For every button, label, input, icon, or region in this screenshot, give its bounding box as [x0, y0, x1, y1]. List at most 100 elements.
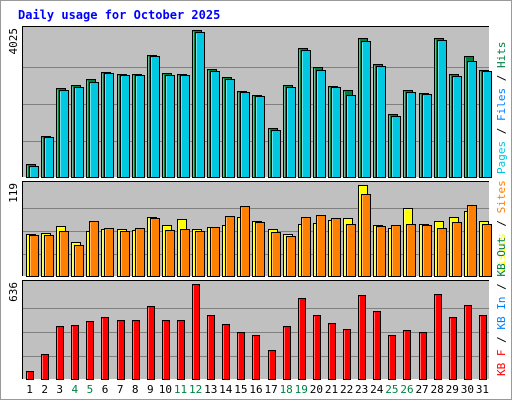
day-label-11: 11 [174, 383, 187, 396]
bar-top-files-day-23 [361, 41, 371, 178]
bar-middle-sites-day-2 [44, 235, 54, 277]
bar-middle-sites-day-31 [482, 224, 492, 277]
bar-bottom-kb-f-day-6 [101, 317, 109, 380]
bar-top-files-day-22 [346, 95, 356, 178]
day-label-14: 14 [219, 383, 233, 396]
panel-bottom-legend-item-3: KB In [495, 297, 508, 330]
bar-top-files-day-9 [150, 56, 160, 178]
bar-top-files-day-5 [89, 82, 99, 178]
bar-top-files-day-3 [59, 90, 69, 178]
day-label-4: 4 [72, 383, 79, 396]
panel-bottom-legend-item-5: KB Out [495, 237, 508, 277]
bar-bottom-kb-f-day-4 [71, 325, 79, 380]
bar-middle-sites-day-3 [59, 231, 69, 277]
bar-bottom-kb-f-day-11 [177, 320, 185, 380]
bar-top-files-day-26 [406, 92, 416, 178]
bar-bottom-kb-f-day-9 [147, 306, 155, 380]
day-label-15: 15 [234, 383, 247, 396]
panel-bottom-legend: KB F / KB In / KB Out [495, 237, 508, 376]
bar-bottom-kb-f-day-5 [86, 321, 94, 380]
day-label-23: 23 [355, 383, 368, 396]
day-label-28: 28 [431, 383, 444, 396]
bar-bottom-kb-f-day-12 [192, 284, 200, 380]
bar-middle-sites-day-19 [301, 217, 311, 277]
day-label-30: 30 [461, 383, 474, 396]
bar-middle-sites-day-15 [240, 206, 250, 277]
panel-top-legend: Pages / Files / Hits [495, 42, 508, 175]
bar-top-files-day-15 [240, 92, 250, 178]
day-label-25: 25 [385, 383, 398, 396]
bar-middle-sites-day-6 [104, 228, 114, 277]
panel-bottom-legend-item-4: / [495, 277, 508, 297]
bar-middle-sites-day-16 [255, 222, 265, 277]
bar-top-files-day-20 [316, 70, 326, 178]
day-label-19: 19 [295, 383, 308, 396]
bar-top-files-day-1 [29, 166, 39, 178]
bar-middle-sites-day-8 [135, 228, 145, 277]
bar-bottom-kb-f-day-23 [358, 295, 366, 380]
day-label-3: 3 [56, 383, 63, 396]
bar-top-files-day-31 [482, 71, 492, 178]
bar-top-files-day-17 [271, 130, 281, 178]
day-label-29: 29 [446, 383, 459, 396]
bar-top-files-day-2 [44, 137, 54, 178]
day-label-18: 18 [280, 383, 293, 396]
bar-bottom-kb-f-day-20 [313, 315, 321, 380]
bar-top-files-day-16 [255, 96, 265, 178]
bar-middle-sites-day-13 [210, 227, 220, 277]
bar-top-files-day-19 [301, 50, 311, 178]
bar-top-files-day-4 [74, 87, 84, 178]
bar-middle-sites-day-25 [391, 225, 401, 277]
bar-bottom-kb-f-day-26 [403, 330, 411, 380]
panel-top-legend-item-4: / [495, 68, 508, 88]
bar-bottom-kb-f-day-27 [419, 332, 427, 380]
bar-bottom-kb-f-day-30 [464, 305, 472, 380]
day-label-22: 22 [340, 383, 353, 396]
day-label-9: 9 [147, 383, 154, 396]
bar-bottom-kb-f-day-18 [283, 326, 291, 380]
bar-middle-sites-day-23 [361, 194, 371, 277]
panel-top-legend-item-1: Pages [495, 141, 508, 174]
bar-bottom-kb-f-day-14 [222, 324, 230, 380]
day-label-12: 12 [189, 383, 202, 396]
bar-bottom-kb-f-day-21 [328, 323, 336, 380]
panel-middle-max-label: 119 [7, 183, 20, 203]
panel-top-legend-item-3: Files [495, 88, 508, 121]
panel-top-legend-item-5: Hits [495, 42, 508, 69]
bar-top-files-day-6 [104, 73, 114, 178]
bar-top-files-day-10 [165, 75, 175, 178]
bar-top-files-day-14 [225, 79, 235, 178]
bar-middle-sites-day-4 [74, 245, 84, 277]
bar-middle-sites-day-24 [376, 226, 386, 277]
bar-bottom-kb-f-day-13 [207, 315, 215, 380]
day-label-16: 16 [249, 383, 262, 396]
bar-bottom-kb-f-day-10 [162, 320, 170, 380]
day-label-20: 20 [310, 383, 323, 396]
bar-top-files-day-7 [120, 75, 130, 178]
bar-bottom-kb-f-day-24 [373, 311, 381, 380]
bar-bottom-kb-f-day-22 [343, 329, 351, 380]
chart-title: Daily usage for October 2025 [18, 8, 220, 22]
bar-bottom-kb-f-day-15 [237, 332, 245, 380]
panel-top-max-label: 4025 [7, 28, 20, 55]
bar-middle-sites-day-26 [406, 224, 416, 277]
day-label-6: 6 [102, 383, 109, 396]
bar-middle-sites-day-22 [346, 224, 356, 277]
bar-middle-sites-day-7 [120, 231, 130, 277]
bar-middle-sites-day-14 [225, 216, 235, 277]
bar-top-files-day-28 [437, 40, 447, 178]
panel-middle-legend-item-1: Visits [495, 233, 508, 273]
bar-bottom-kb-f-day-17 [268, 350, 276, 380]
bar-top-files-day-18 [286, 87, 296, 178]
bar-middle-sites-day-18 [286, 236, 296, 277]
panel-bottom-legend-item-1: KB F [495, 350, 508, 377]
bar-middle-sites-day-17 [271, 232, 281, 277]
panel-bottom-max-label: 636 [7, 282, 20, 302]
bar-middle-sites-day-20 [316, 215, 326, 277]
bar-top-files-day-27 [422, 94, 432, 178]
bar-bottom-kb-f-day-7 [117, 320, 125, 380]
bar-bottom-kb-f-day-19 [298, 298, 306, 380]
bar-top-files-day-29 [452, 76, 462, 178]
day-label-27: 27 [415, 383, 428, 396]
